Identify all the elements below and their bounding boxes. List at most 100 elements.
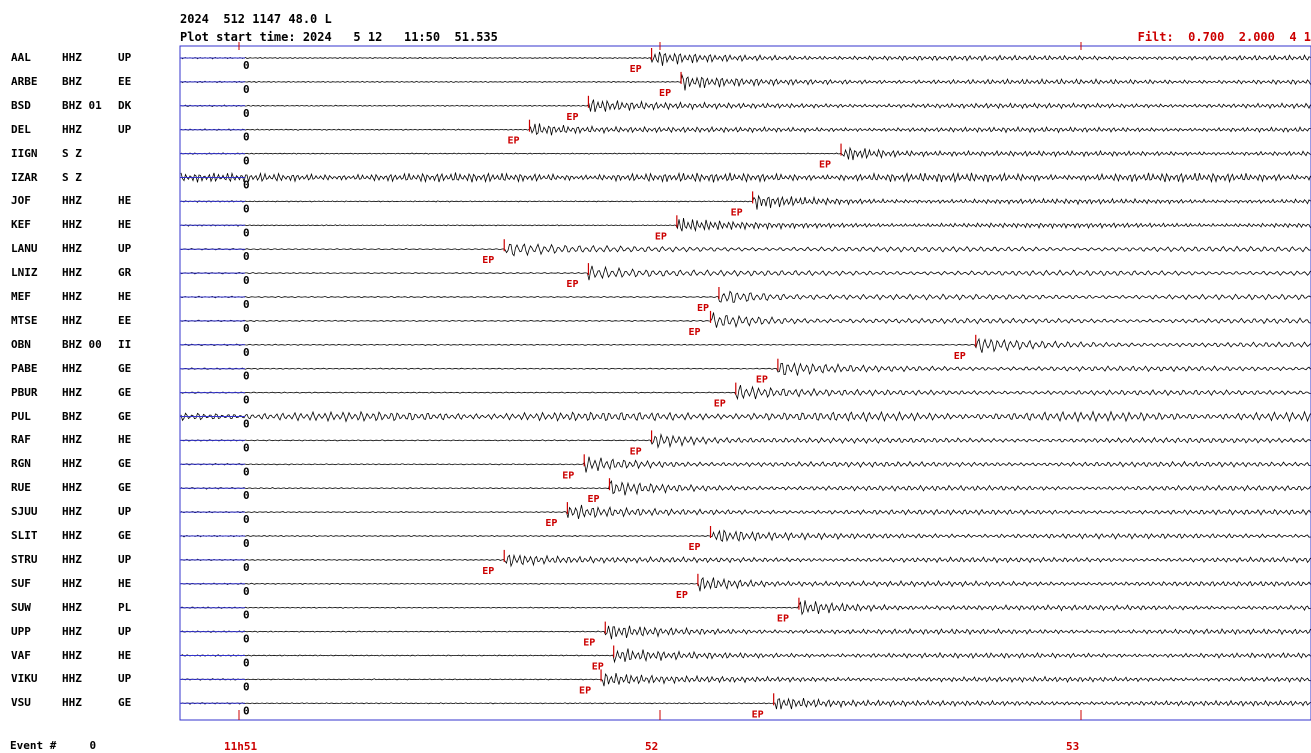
waveform-slit <box>180 529 1311 542</box>
waveform-raf <box>180 433 1311 449</box>
station-component: HHZ <box>62 624 82 638</box>
station-component: S Z <box>62 146 82 160</box>
waveform-viku <box>180 672 1311 687</box>
station-network: HE <box>118 433 132 447</box>
station-network: HE <box>118 576 132 590</box>
zero-marker: 0 <box>243 609 250 622</box>
station-name: VAF <box>11 648 31 662</box>
station-network: DK <box>118 98 132 112</box>
zero-marker: 0 <box>243 513 250 526</box>
station-component: HHZ <box>62 51 82 64</box>
zero-marker: 0 <box>243 131 250 144</box>
pick-label: EP <box>756 375 768 386</box>
zero-marker: 0 <box>243 489 250 502</box>
station-name: SUF <box>11 576 31 590</box>
station-component: HHZ <box>62 696 82 710</box>
zero-marker: 0 <box>243 226 250 239</box>
station-name: LANU <box>11 242 38 256</box>
station-network: UP <box>118 552 132 566</box>
station-component: HHZ <box>62 266 82 280</box>
pick-label: EP <box>507 136 519 147</box>
station-network: HE <box>118 648 132 662</box>
zero-marker: 0 <box>243 704 250 717</box>
station-network: HE <box>118 218 132 232</box>
pick-label: EP <box>731 207 743 218</box>
zero-marker: 0 <box>243 274 250 287</box>
station-name: RAF <box>11 433 31 447</box>
pick-label: EP <box>752 709 764 720</box>
pick-label: EP <box>777 614 789 625</box>
pick-label: EP <box>566 279 578 290</box>
time-axis-label: 11h51 <box>224 740 258 753</box>
station-name: JOF <box>11 194 31 208</box>
zero-marker: 0 <box>243 59 250 72</box>
zero-marker: 0 <box>243 418 250 431</box>
pick-label: EP <box>689 327 701 338</box>
waveform-iign <box>180 146 1311 161</box>
station-component: HHZ <box>62 457 82 471</box>
station-component: BHZ <box>62 74 82 88</box>
station-network: UP <box>118 242 132 256</box>
station-component: HHZ <box>62 194 82 208</box>
station-name: LNIZ <box>11 266 38 280</box>
waveform-lanu <box>180 243 1311 257</box>
waveform-del <box>180 123 1311 136</box>
station-name: RUE <box>11 481 31 495</box>
station-name: MTSE <box>11 313 38 327</box>
station-network: GE <box>118 481 132 495</box>
station-component: HHZ <box>62 385 82 399</box>
station-network: GR <box>118 266 132 280</box>
plot-frame <box>179 45 1311 721</box>
waveform-kef <box>180 218 1311 233</box>
station-component: BHZ <box>62 409 82 423</box>
zero-marker: 0 <box>243 441 250 454</box>
station-name: IIGN <box>11 146 38 160</box>
station-name: VSU <box>11 696 31 710</box>
event-header-line: 2024 512 1147 48.0 L <box>180 12 332 26</box>
station-name: AAL <box>11 51 31 64</box>
pick-label: EP <box>954 351 966 362</box>
station-component: HHZ <box>62 218 82 232</box>
station-component: HHZ <box>62 600 82 614</box>
station-name: VIKU <box>11 672 38 686</box>
station-component: HHZ <box>62 433 82 447</box>
station-network: EE <box>118 74 132 88</box>
station-network: UP <box>118 122 132 136</box>
zero-marker: 0 <box>243 537 250 550</box>
waveform-bsd <box>180 99 1311 113</box>
waveform-pbur <box>180 384 1311 401</box>
waveform-mef <box>180 290 1311 303</box>
station-network: UP <box>118 505 132 519</box>
waveform-suf <box>180 576 1311 592</box>
pick-label: EP <box>482 255 494 266</box>
waveform-obn <box>180 337 1311 353</box>
station-component: HHZ <box>62 290 82 303</box>
waveform-suw <box>180 600 1311 616</box>
pick-label: EP <box>676 590 688 601</box>
station-component: HHZ <box>62 648 82 662</box>
zero-marker: 0 <box>243 633 250 646</box>
pick-label: EP <box>587 494 599 505</box>
station-network: HE <box>118 290 132 303</box>
station-network: GE <box>118 696 132 710</box>
station-component: HHZ <box>62 672 82 686</box>
station-component: HHZ <box>62 576 82 590</box>
station-name: SLIT <box>11 529 38 542</box>
zero-marker: 0 <box>243 155 250 168</box>
station-name: DEL <box>11 122 31 136</box>
waveform-sjuu <box>180 504 1311 519</box>
filter-info: Filt: 0.700 2.000 4 1 <box>1137 30 1311 44</box>
station-component: HHZ <box>62 242 82 256</box>
station-component: HHZ <box>62 552 82 566</box>
pick-label: EP <box>659 88 671 99</box>
station-name: UPP <box>11 624 31 638</box>
waveform-vsu <box>180 697 1311 710</box>
pick-label: EP <box>579 685 591 696</box>
zero-marker: 0 <box>243 465 250 478</box>
zero-marker: 0 <box>243 370 250 383</box>
plot-start-time: Plot start time: 2024 5 12 11:50 51.535 <box>180 30 498 44</box>
station-component: HHZ <box>62 481 82 495</box>
station-name: IZAR <box>11 170 38 184</box>
waveform-stru <box>180 553 1311 568</box>
